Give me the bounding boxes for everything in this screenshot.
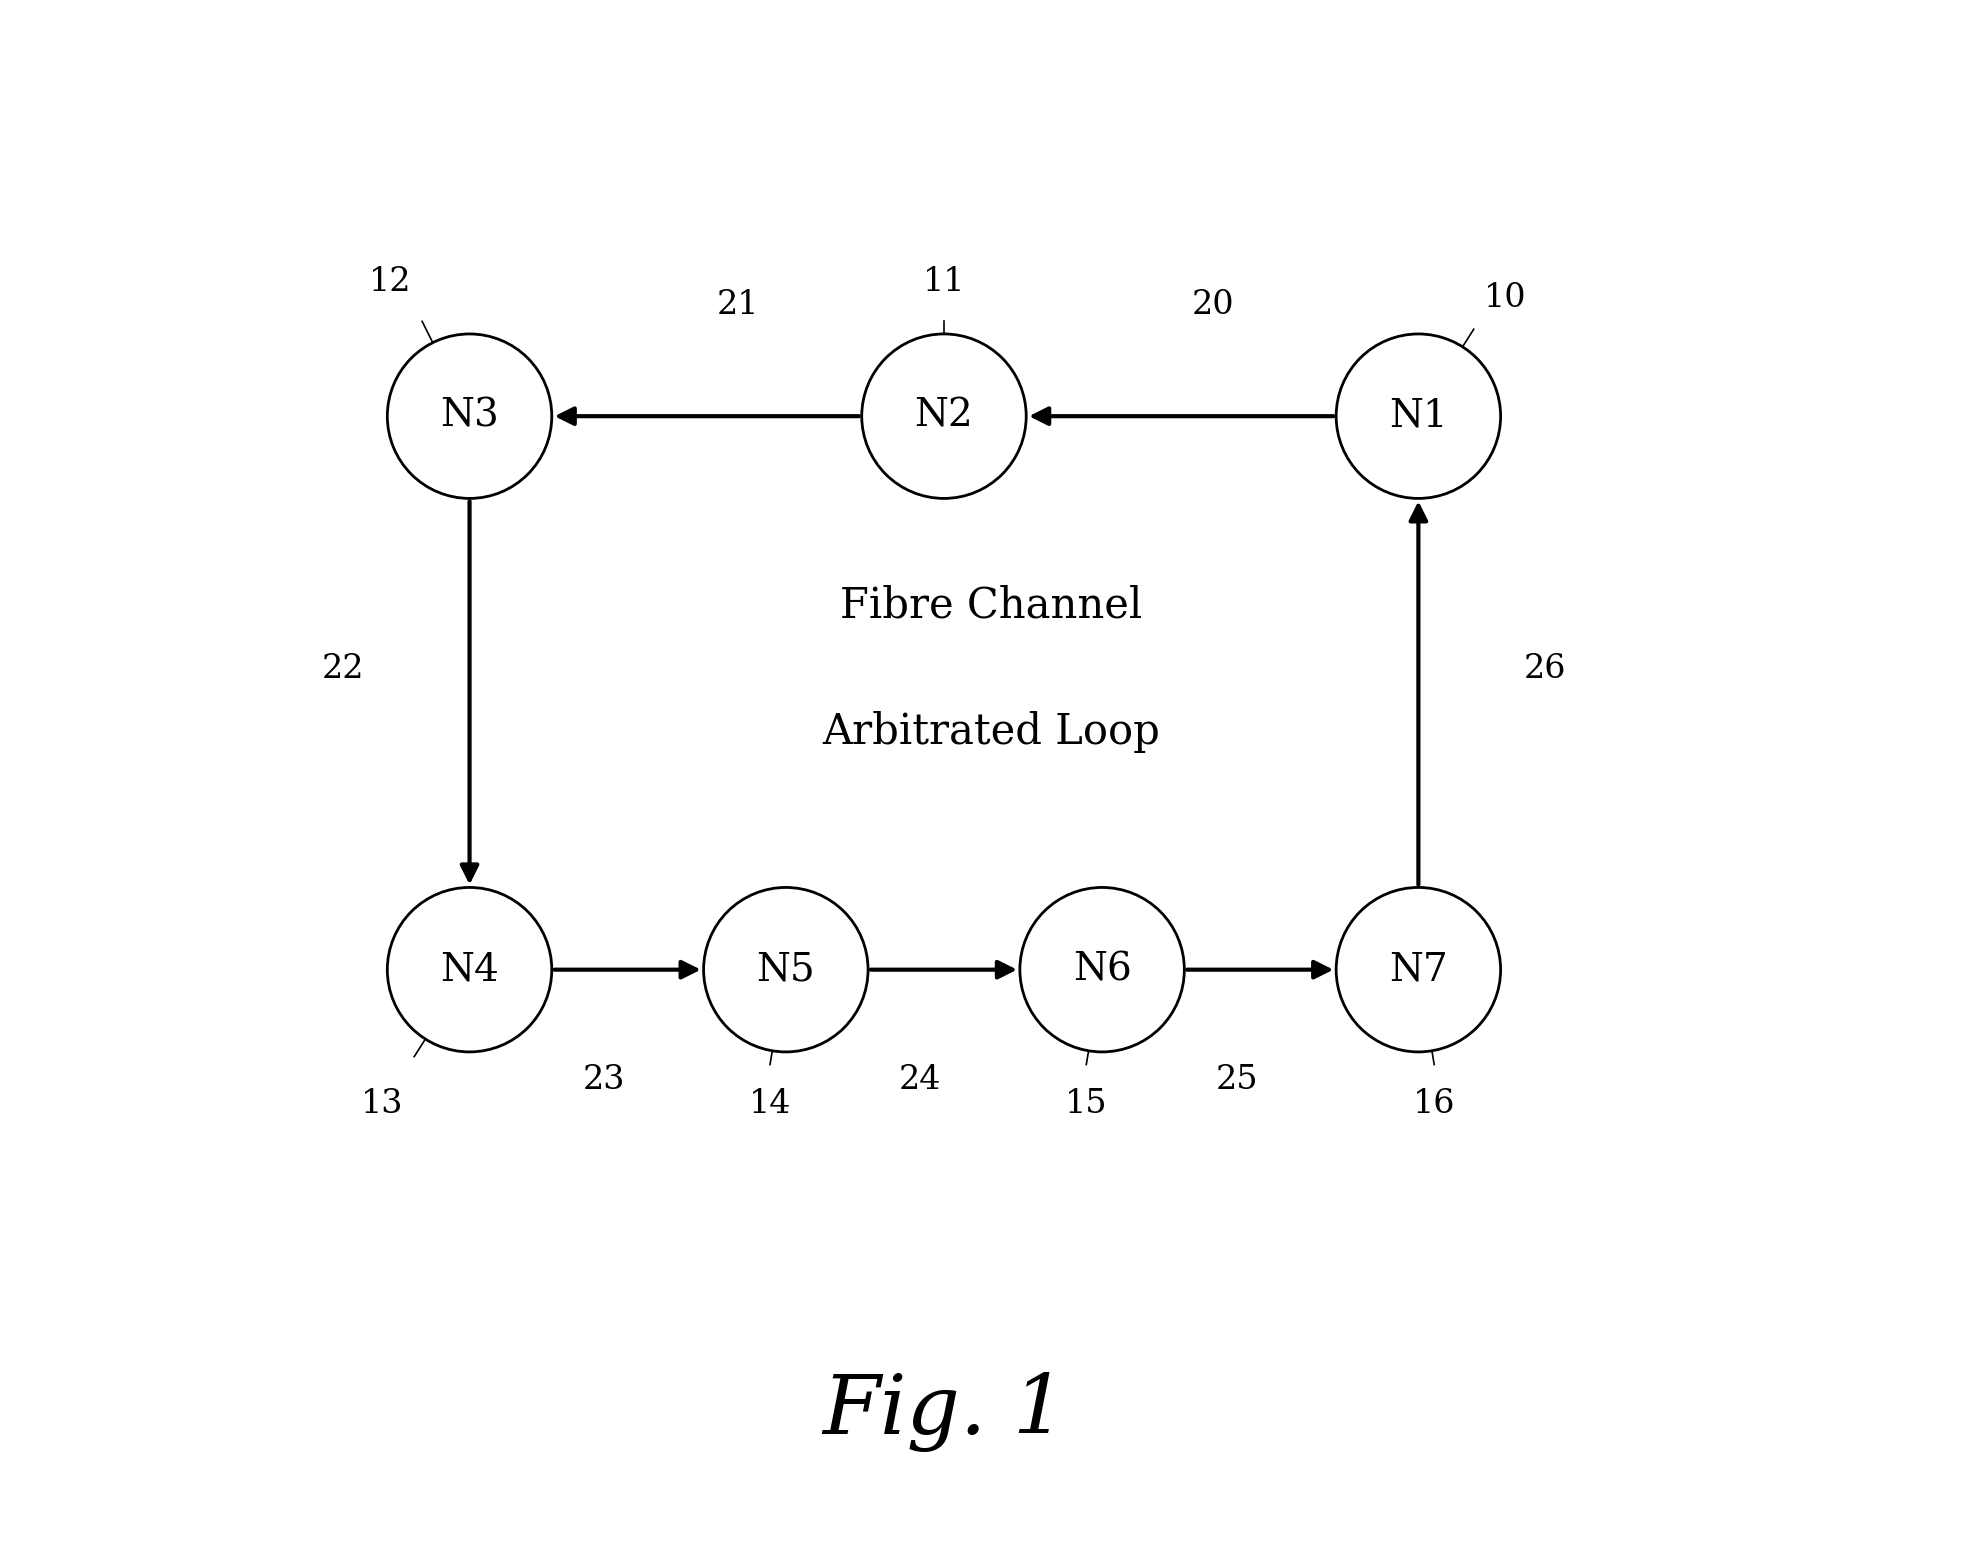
Text: 13: 13: [362, 1089, 403, 1119]
Text: N1: N1: [1389, 398, 1448, 435]
Circle shape: [387, 888, 553, 1051]
Text: N5: N5: [757, 951, 814, 988]
Text: 26: 26: [1524, 653, 1566, 686]
Text: Arbitrated Loop: Arbitrated Loop: [822, 712, 1161, 753]
Text: 25: 25: [1216, 1064, 1257, 1096]
Text: N6: N6: [1072, 951, 1131, 988]
Text: N2: N2: [915, 398, 974, 435]
Text: 21: 21: [718, 289, 759, 321]
Circle shape: [387, 334, 553, 499]
Circle shape: [862, 334, 1027, 499]
Text: Fig. 1: Fig. 1: [822, 1373, 1066, 1453]
Text: 14: 14: [749, 1089, 791, 1119]
Text: 11: 11: [923, 266, 966, 298]
Text: 15: 15: [1064, 1089, 1107, 1119]
Text: 22: 22: [323, 653, 364, 686]
Text: N4: N4: [441, 951, 500, 988]
Text: N7: N7: [1389, 951, 1448, 988]
Text: Fibre Channel: Fibre Channel: [840, 585, 1143, 627]
Circle shape: [704, 888, 867, 1051]
Text: 24: 24: [899, 1064, 942, 1096]
Circle shape: [1336, 888, 1501, 1051]
Text: 23: 23: [582, 1064, 626, 1096]
Text: N3: N3: [441, 398, 500, 435]
Text: 12: 12: [370, 266, 411, 298]
Circle shape: [1336, 334, 1501, 499]
Text: 10: 10: [1483, 281, 1526, 313]
Circle shape: [1019, 888, 1184, 1051]
Text: 20: 20: [1192, 289, 1233, 321]
Text: 16: 16: [1412, 1089, 1456, 1119]
